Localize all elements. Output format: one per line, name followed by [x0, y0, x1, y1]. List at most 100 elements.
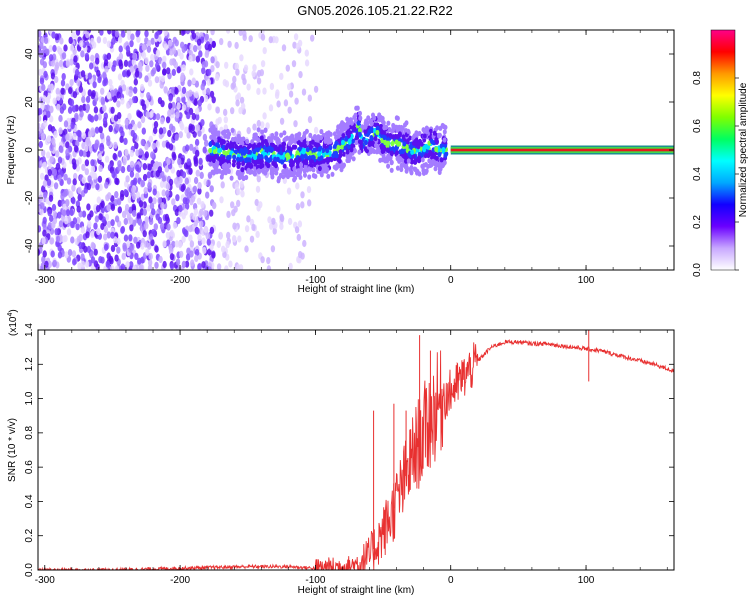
- spectrogram-cell: [149, 111, 154, 119]
- spectrogram-ridge-cell: [422, 162, 427, 168]
- spectrogram-cell: [197, 99, 202, 107]
- spectrogram-cell: [111, 37, 116, 45]
- spectrogram-cell: [240, 190, 245, 198]
- spectrogram-ridge-cell: [311, 155, 316, 161]
- spectrogram-cell: [175, 258, 181, 266]
- spectrogram-cell: [192, 213, 197, 221]
- spectrogram-cell: [65, 209, 71, 217]
- spectrogram-cell: [63, 217, 69, 225]
- spectrogram-ridge-cell: [437, 169, 442, 175]
- spectrogram-ridge-cell: [303, 164, 308, 170]
- spectrogram-ridge-cell: [434, 155, 439, 161]
- spectrogram-cell: [49, 144, 54, 152]
- spectrogram-cell: [288, 262, 293, 270]
- spectrogram-ridge-cell: [286, 154, 291, 160]
- spectrogram-cell: [146, 45, 152, 53]
- spectrogram-cell: [142, 230, 147, 238]
- spectrogram-cell: [148, 233, 154, 241]
- spectrogram-ridge-cell: [422, 133, 427, 139]
- spectrogram-cell: [241, 73, 246, 81]
- spectrogram-ridge-cell: [394, 145, 399, 151]
- spectrogram-cell: [107, 30, 112, 35]
- spectrogram-ridge-cell: [430, 138, 434, 145]
- spectrogram-cell: [76, 79, 81, 87]
- spectrogram-ridge-cell: [217, 148, 221, 154]
- spectrogram-cell: [123, 217, 128, 226]
- carrier-core: [450, 148, 674, 152]
- spectrogram-cell: [87, 130, 93, 138]
- spectrogram-cell: [184, 260, 190, 268]
- spectrogram-cell: [150, 239, 155, 247]
- spectrogram-cell: [140, 180, 146, 188]
- colorbar-ticks: 0.0 0.2 0.4 0.6 0.8: [692, 71, 739, 277]
- spectrogram-cell: [230, 107, 235, 115]
- spectrogram-ridge-cell: [382, 125, 387, 131]
- spectrogram-cell: [271, 217, 276, 225]
- spectrogram-cell: [201, 67, 206, 75]
- snr-line: [38, 339, 674, 570]
- spectrogram-ridge-cell: [427, 158, 432, 164]
- spectrogram-cell: [142, 208, 147, 216]
- spectrogram-cell: [110, 244, 116, 253]
- spectrogram-cell: [106, 91, 111, 100]
- spectrogram-cell: [202, 133, 208, 141]
- spectrogram-cell: [211, 251, 216, 259]
- spectrogram-ridge-cell: [308, 155, 312, 161]
- spectrogram-ridge-cell: [308, 132, 313, 138]
- spectrogram-cell: [144, 30, 149, 38]
- colorbar-tick-label: 0.2: [692, 215, 703, 229]
- spectrogram-cell: [205, 87, 211, 95]
- spectrogram-cell: [40, 172, 45, 180]
- spectrogram-cell: [110, 219, 115, 227]
- spectrogram-ridge-cell: [358, 127, 362, 133]
- spectrogram-cell: [236, 188, 241, 196]
- spectrogram-ridge-cell: [436, 133, 441, 139]
- spectrogram-cell: [138, 65, 143, 73]
- spectrogram-ridge-cell: [438, 125, 443, 131]
- spectrogram-ridge-cell: [400, 148, 405, 155]
- spectrogram-cell: [211, 96, 216, 104]
- spectrogram-cell: [97, 113, 102, 121]
- spectrogram-ridge-cell: [381, 120, 386, 126]
- spectrogram-cell: [193, 156, 198, 164]
- spectrogram-cell: [152, 197, 157, 205]
- spectrogram-ridge-cell: [329, 157, 334, 163]
- spectrogram-ridge-cell: [293, 175, 298, 181]
- spectrogram-cell: [120, 97, 125, 105]
- spectrogram-cell: [145, 110, 150, 119]
- spectrogram-cell: [142, 163, 147, 171]
- spectrogram-cell: [72, 178, 77, 186]
- spectrogram-cell: [157, 166, 163, 174]
- spectrogram-cell: [93, 222, 98, 230]
- spectrogram-cell: [123, 137, 128, 145]
- spectrogram-cell: [113, 141, 118, 149]
- spectrogram-cell: [176, 102, 181, 110]
- spectrogram-cell: [197, 263, 202, 270]
- spectrogram-cell: [160, 202, 165, 210]
- spectrogram-cell: [116, 91, 121, 99]
- spectrogram-ridge-cell: [375, 129, 380, 136]
- spectrogram-cell: [38, 30, 42, 38]
- spectrogram-cell: [276, 100, 281, 108]
- spectrogram-cell: [298, 251, 303, 259]
- spectrogram-cell: [160, 100, 165, 108]
- spectrogram-cell: [174, 87, 179, 95]
- spectrogram-ridge-cell: [289, 162, 293, 168]
- spectrogram-cell: [39, 202, 45, 210]
- spectrogram-cell: [144, 151, 149, 159]
- spectrogram-cell: [256, 119, 261, 128]
- spectrogram-cell: [197, 234, 202, 242]
- spectrogram-cell: [68, 87, 73, 95]
- spectrogram-cell: [57, 174, 62, 182]
- spectrogram-cell: [201, 261, 206, 269]
- spectrogram-ridge-cell: [442, 129, 447, 135]
- spectrogram-cell: [296, 233, 301, 242]
- spectrogram-cell: [226, 210, 231, 218]
- spectrogram-cell: [73, 145, 79, 153]
- spectrogram-ridge-cell: [303, 143, 307, 149]
- spectrogram-cell: [155, 62, 160, 70]
- spectrogram-cell: [186, 100, 191, 108]
- spectrogram-cell: [38, 114, 42, 122]
- spectrogram-cell: [123, 234, 129, 242]
- spectrogram-cell: [300, 201, 305, 209]
